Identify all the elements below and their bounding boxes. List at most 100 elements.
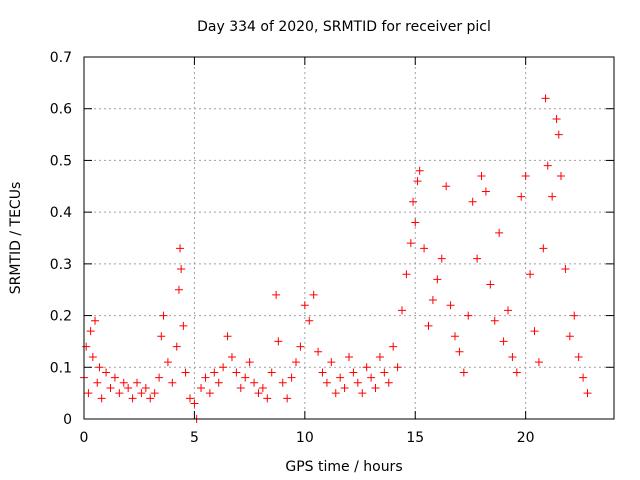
data-point — [495, 228, 504, 237]
data-point — [168, 378, 177, 387]
data-point — [272, 290, 281, 299]
data-point — [490, 316, 499, 325]
data-point — [543, 161, 552, 170]
grid-layer — [84, 57, 614, 419]
data-point — [442, 182, 451, 191]
data-point — [190, 399, 199, 408]
data-point — [174, 285, 183, 294]
data-point — [455, 347, 464, 356]
data-point — [371, 383, 380, 392]
data-point — [554, 130, 563, 139]
data-point — [314, 347, 323, 356]
data-point — [102, 368, 111, 377]
data-point — [176, 244, 185, 253]
data-point — [459, 368, 468, 377]
data-point — [548, 192, 557, 201]
data-point — [115, 389, 124, 398]
data-point — [88, 352, 97, 361]
data-point — [552, 115, 561, 124]
data-point — [398, 306, 406, 315]
x-tick-label: 5 — [190, 430, 199, 446]
ticks-layer — [83, 56, 614, 420]
data-point — [128, 394, 137, 403]
y-tick-label: 0.4 — [50, 205, 72, 221]
y-tick-label: 0.5 — [50, 153, 72, 169]
data-point — [197, 383, 206, 392]
data-point — [322, 378, 331, 387]
data-point — [541, 94, 550, 103]
data-point — [309, 290, 318, 299]
data-point — [464, 311, 473, 320]
data-point — [512, 368, 521, 377]
data-point — [473, 254, 482, 263]
data-point — [141, 383, 150, 392]
data-point — [353, 378, 362, 387]
data-point — [428, 296, 437, 305]
data-point — [389, 342, 398, 351]
data-point — [205, 389, 214, 398]
data-point — [163, 358, 172, 367]
data-point — [236, 383, 245, 392]
data-point — [133, 378, 141, 387]
data-point — [179, 321, 188, 330]
data-point — [227, 352, 236, 361]
data-point — [124, 383, 133, 392]
data-point — [137, 389, 146, 398]
data-point — [93, 378, 102, 387]
data-point — [424, 321, 433, 330]
y-tick-label: 0.2 — [50, 309, 72, 325]
data-point — [517, 192, 526, 201]
data-point — [146, 394, 155, 403]
data-point — [110, 373, 119, 382]
data-point — [534, 358, 543, 367]
data-point — [570, 311, 579, 320]
data-point — [433, 275, 442, 284]
x-tick-label: 0 — [80, 430, 89, 446]
x-tick-label: 10 — [296, 430, 314, 446]
data-point — [579, 373, 588, 382]
y-tick-label: 0.3 — [50, 257, 72, 273]
data-point — [263, 394, 272, 403]
data-point — [336, 373, 345, 382]
data-point — [177, 265, 186, 274]
data-point — [223, 332, 232, 341]
data-point — [258, 383, 267, 392]
data-point — [557, 171, 565, 180]
tick-labels: 0 0.1 0.2 0.3 0.4 0.5 0.6 0.7 0 5 10 15 20 — [50, 50, 535, 446]
data-point — [300, 301, 309, 310]
y-tick-label: 0.7 — [50, 50, 72, 66]
data-points — [80, 94, 592, 423]
data-point — [201, 373, 210, 382]
data-point — [384, 378, 393, 387]
data-point — [106, 383, 115, 392]
data-point — [574, 352, 583, 361]
data-point — [380, 368, 389, 377]
data-point — [327, 358, 336, 367]
data-point — [157, 332, 166, 341]
plot-frame — [83, 56, 615, 420]
data-point — [283, 394, 292, 403]
data-point — [305, 316, 314, 325]
data-point — [345, 352, 353, 361]
data-point — [477, 171, 486, 180]
chart-title: Day 334 of 2020, SRMTID for receiver pic… — [197, 19, 491, 35]
data-point — [504, 306, 512, 315]
data-point — [296, 342, 305, 351]
data-point — [86, 327, 95, 336]
data-point — [367, 373, 376, 382]
y-tick-label: 0.1 — [50, 360, 72, 376]
data-point — [331, 389, 340, 398]
data-point — [181, 368, 190, 377]
data-point — [119, 378, 128, 387]
y-tick-label: 0.6 — [50, 102, 72, 118]
data-point — [97, 394, 106, 403]
data-point — [232, 368, 241, 377]
data-point — [219, 363, 228, 372]
y-axis-label: SRMTID / TECUs — [8, 182, 24, 295]
data-point — [561, 265, 570, 274]
x-tick-label: 20 — [517, 430, 535, 446]
data-point — [254, 389, 263, 398]
data-point — [406, 239, 415, 248]
data-point — [415, 166, 424, 175]
